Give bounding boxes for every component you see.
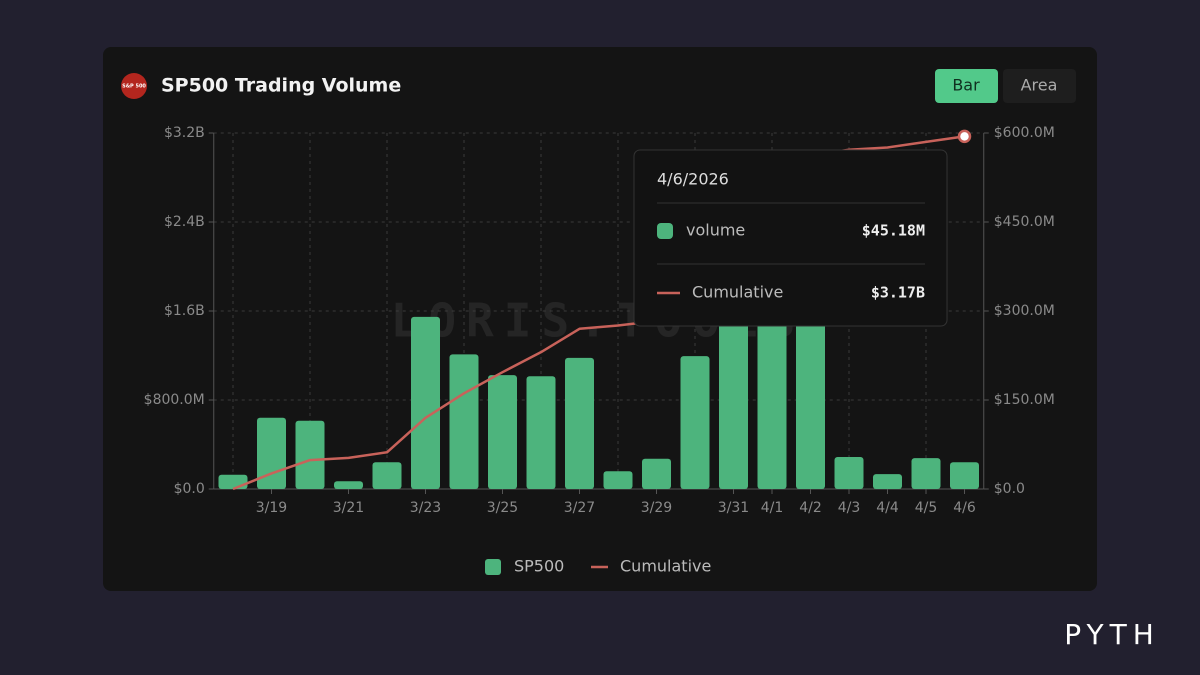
x-tick-label: 4/1	[761, 500, 784, 516]
x-tick-label: 3/25	[487, 500, 518, 516]
x-tick-label: 4/4	[876, 500, 899, 516]
y-tick-label: $800.0M	[144, 392, 205, 408]
bar	[411, 316, 440, 489]
y2-tick-label: $600.0M	[994, 125, 1055, 141]
icon-text: S&P 500	[122, 84, 146, 90]
y-tick-label: $1.6B	[164, 303, 205, 319]
bar	[372, 462, 402, 489]
bar	[488, 375, 517, 489]
icon	[121, 73, 147, 99]
bar	[449, 354, 479, 489]
legend-label: Cumulative	[620, 557, 711, 576]
bar-button[interactable]	[935, 69, 998, 103]
x-tick-label: 4/3	[838, 500, 861, 516]
tooltip: 4/6/2026 volume $45.18M Cumulative $3.17B	[633, 149, 948, 327]
bar	[295, 420, 325, 489]
bar	[218, 474, 248, 489]
y2-tick-label: $0.0	[994, 481, 1025, 497]
tooltip-value: $3.17B	[871, 284, 925, 302]
y2-tick-label: $150.0M	[994, 392, 1055, 408]
bar	[911, 458, 941, 489]
y2-tick-label: $450.0M	[994, 214, 1055, 230]
chart: LORIS.TOOLS$0.0$800.0M$1.6B$2.4B$3.2B$0.…	[144, 125, 1055, 576]
x-tick-label: 3/27	[564, 500, 595, 516]
bar	[873, 474, 902, 489]
x-tick-label: 3/23	[410, 500, 441, 516]
area-button[interactable]	[1003, 69, 1076, 103]
bar	[642, 458, 671, 489]
y2-tick-label: $300.0M	[994, 303, 1055, 319]
y-tick-label: $2.4B	[164, 214, 205, 230]
bar	[603, 471, 633, 489]
title: SP500 Trading Volume	[161, 75, 401, 97]
bar	[950, 462, 979, 489]
y-tick-label: $0.0	[174, 481, 205, 497]
legend-label: SP500	[514, 557, 564, 576]
tooltip-value: $45.18M	[862, 222, 925, 240]
legend-swatch	[485, 559, 501, 575]
y-tick-label: $3.2B	[164, 125, 205, 141]
x-tick-label: 4/6	[953, 500, 976, 516]
area-button-label[interactable]: Area	[1021, 76, 1058, 95]
brand: PYTH	[1064, 618, 1160, 651]
tooltip-name: volume	[686, 221, 745, 240]
bar	[834, 456, 864, 489]
tooltip-box	[633, 149, 948, 327]
bar-button-label[interactable]: Bar	[952, 76, 980, 95]
x-tick-label: 3/19	[256, 500, 287, 516]
tooltip-name: Cumulative	[692, 283, 783, 302]
bar	[334, 481, 363, 489]
tooltip-swatch	[657, 223, 673, 239]
bar	[526, 376, 556, 489]
bar	[680, 356, 710, 489]
tooltip-title: 4/6/2026	[657, 170, 729, 189]
x-tick-label: 4/5	[915, 500, 938, 516]
x-tick-label: 4/2	[799, 500, 822, 516]
bar	[565, 357, 594, 489]
active-point	[957, 129, 972, 144]
x-tick-label: 3/29	[641, 500, 672, 516]
x-tick-label: 3/21	[333, 500, 364, 516]
x-tick-label: 3/31	[718, 500, 749, 516]
